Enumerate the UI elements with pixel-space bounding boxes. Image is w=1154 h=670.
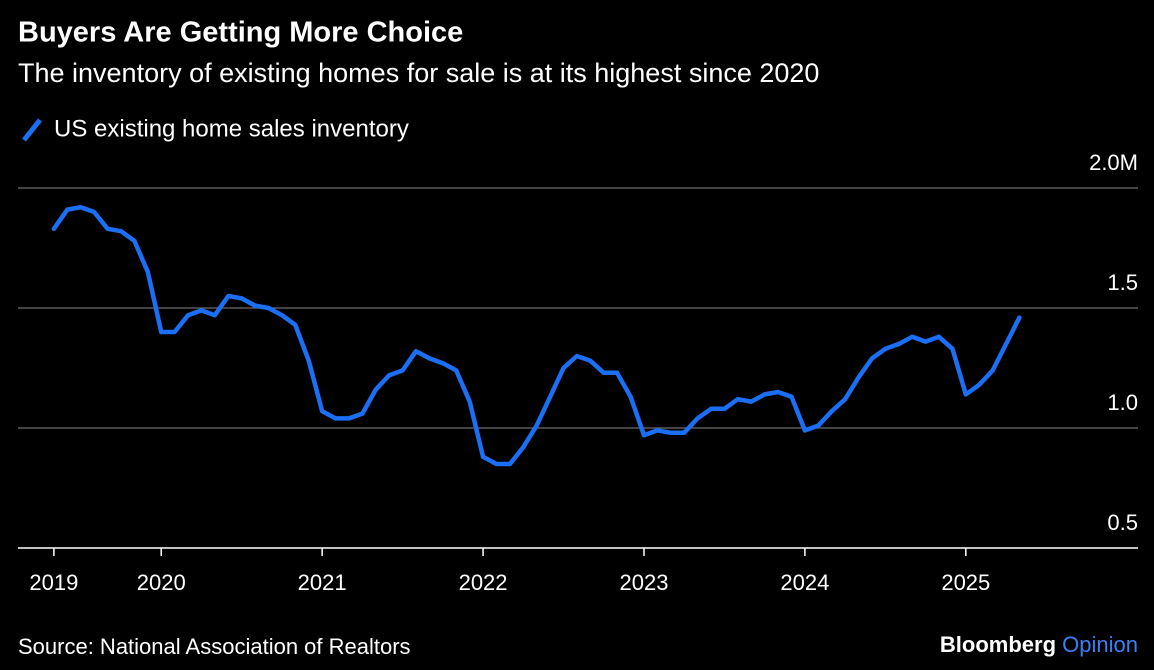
x-tick-label: 2023 [620,570,669,595]
source-note: Source: National Association of Realtors [18,634,411,659]
y-tick-label: 1.5 [1107,270,1138,295]
y-tick-label: 2.0M [1089,150,1138,175]
legend-label: US existing home sales inventory [54,115,409,142]
x-tick-label: 2025 [941,570,990,595]
logo: Bloomberg Opinion [940,632,1138,657]
y-tick-label: 0.5 [1107,510,1138,535]
y-tick-label: 1.0 [1107,390,1138,415]
x-tick-label: 2024 [780,570,829,595]
logo-accent: Opinion [1062,632,1138,657]
logo-main: Bloomberg [940,632,1056,657]
legend-swatch [22,118,42,142]
data-line [51,204,1022,467]
chart-title: Buyers Are Getting More Choice [18,17,463,49]
x-tick-label: 2021 [298,570,347,595]
x-tick-label: 2019 [29,570,78,595]
x-tick-label: 2020 [137,570,186,595]
x-tick-label: 2022 [459,570,508,595]
chart-subtitle: The inventory of existing homes for sale… [18,58,819,88]
